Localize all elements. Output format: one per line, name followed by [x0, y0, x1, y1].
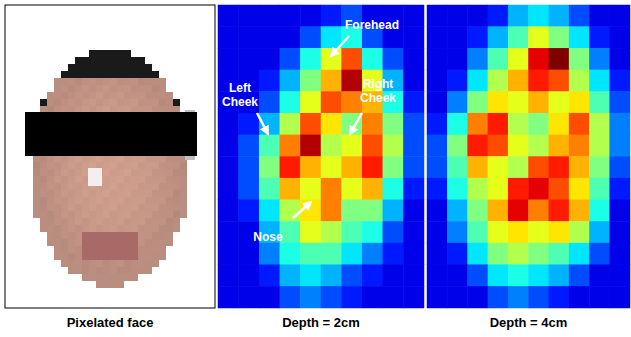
svg-text:LeftCheek: LeftCheek: [222, 81, 258, 109]
svg-text:RightCheek: RightCheek: [360, 77, 396, 105]
html-text:Depth = 2cm: Depth = 2cm: [282, 315, 360, 330]
svg-text:Nose: Nose: [253, 230, 283, 244]
html-text:Depth = 4cm: Depth = 4cm: [489, 315, 568, 330]
html-text:Pixelated face: Pixelated face: [66, 315, 154, 330]
svg-text:Forehead: Forehead: [345, 18, 399, 32]
